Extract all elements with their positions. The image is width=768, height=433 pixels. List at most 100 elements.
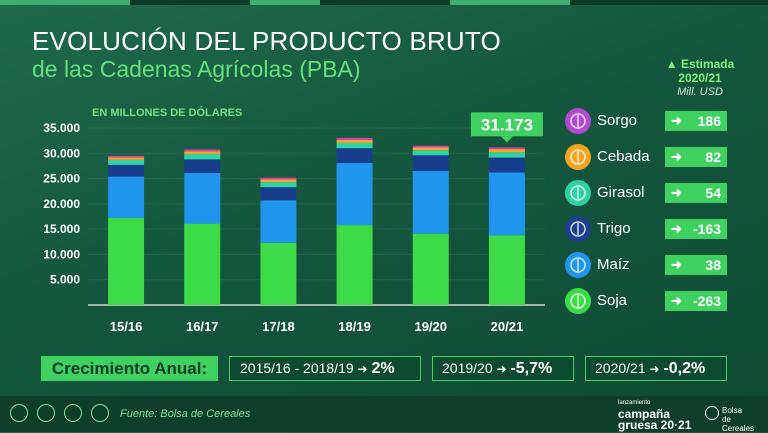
bar-trigo-20-21 (488, 157, 525, 173)
legend-delta: ➜ 82 (665, 147, 727, 167)
legend-delta-value: 82 (705, 149, 721, 165)
trigo-icon (91, 404, 109, 422)
cebada-icon (565, 144, 591, 170)
bar-trigo-17-18 (260, 187, 297, 201)
legend-label: Trigo (597, 220, 631, 237)
bar-cebada-18-19 (336, 139, 373, 143)
bar-girasol-16-17 (184, 154, 221, 160)
bar-cebada-16-17 (184, 151, 221, 155)
total-callout-pointer (500, 136, 513, 143)
y-tick-label: 35.000 (43, 121, 80, 135)
growth-label: Crecimiento Anual: (41, 356, 218, 381)
bar-trigo-18-19 (336, 148, 373, 163)
bar-trigo-16-17 (184, 159, 221, 174)
bar-sorgo-18-19 (336, 137, 373, 140)
bar-maz-15-16 (108, 176, 145, 219)
x-tick-label: 15/16 (110, 319, 143, 334)
bar-trigo-15-16 (108, 164, 145, 177)
bar-cebada-15-16 (108, 157, 145, 160)
bar-soja-15-16 (108, 218, 145, 305)
growth-period-text: 2019/20 (442, 360, 493, 376)
x-tick-label: 17/18 (262, 319, 295, 334)
bar-soja-19-20 (412, 233, 449, 305)
legend-delta-value: 186 (697, 113, 721, 129)
bar-sorgo-17-18 (260, 177, 297, 180)
legend-delta-value: 38 (705, 257, 721, 273)
soja-icon (565, 288, 591, 314)
y-tick-label: 15.000 (43, 222, 80, 236)
bar-soja-16-17 (184, 223, 221, 305)
arrow-right-icon: ➜ (671, 149, 682, 164)
up-arrow-icon: ▲ (665, 57, 678, 71)
legend-label: Sorgo (597, 112, 638, 129)
growth-period-1: 2015/16 - 2018/19 ➜ 2% (229, 356, 421, 381)
bar-soja-20-21 (488, 235, 525, 305)
bar-maz-20-21 (488, 172, 525, 236)
campaign-logo-line1: campaña (618, 407, 671, 421)
maiz-icon (37, 404, 55, 422)
estimate-header: ▲ Estimada 2020/21 Mill. USD (655, 57, 745, 99)
legend-label: Maíz (597, 256, 630, 273)
campaign-logo: lanzamiento campaña gruesa 20·21 (618, 398, 691, 431)
chart-title: EVOLUCIÓN DEL PRODUCTO BRUTO (32, 26, 501, 56)
legend-label: Girasol (597, 184, 645, 201)
soja-icon (10, 404, 28, 422)
total-callout-value: 31.173 (481, 115, 533, 134)
bar-cebada-17-18 (260, 179, 297, 183)
bar-soja-18-19 (336, 225, 373, 305)
bar-sorgo-19-20 (412, 145, 449, 148)
y-tick-label: 20.000 (43, 197, 80, 211)
y-tick-label: 25.000 (43, 172, 80, 186)
bar-maz-19-20 (412, 170, 449, 234)
bar-girasol-19-20 (412, 150, 449, 156)
girasol-icon (565, 180, 591, 206)
growth-period-2: 2019/20 ➜ -5,7% (432, 356, 574, 381)
bar-girasol-15-16 (108, 159, 145, 165)
x-tick-label: 19/20 (414, 319, 447, 334)
y-tick-label: 5.000 (50, 273, 80, 287)
legend-delta-value: -263 (692, 293, 721, 309)
x-tick-label: 20/21 (491, 319, 524, 334)
legend-delta: ➜ -163 (665, 219, 727, 239)
arrow-right-icon: ➜ (671, 293, 682, 308)
legend-label: Soja (597, 292, 628, 309)
girasol-icon (64, 404, 82, 422)
bar-sorgo-20-21 (488, 147, 525, 150)
arrow-right-icon: ➜ (671, 113, 682, 128)
bolsa-logo-line1: Bolsa (722, 406, 743, 415)
arrow-right-icon: ➜ (357, 362, 368, 376)
bar-soja-17-18 (260, 242, 297, 305)
bar-maz-18-19 (336, 162, 373, 226)
growth-value: 2% (371, 360, 395, 377)
top-bar-accent (250, 0, 320, 5)
legend-delta: ➜ 38 (665, 255, 727, 275)
estimate-season: 2020/21 (678, 71, 722, 85)
top-bar-accent (0, 0, 130, 5)
legend-delta-value: 54 (705, 185, 721, 201)
bar-sorgo-15-16 (108, 155, 145, 158)
growth-value: -5,7% (510, 360, 553, 377)
legend-label: Cebada (597, 148, 650, 165)
bar-trigo-19-20 (412, 155, 449, 171)
y-tick-label: 30.000 (43, 146, 80, 160)
x-tick-label: 16/17 (186, 319, 219, 334)
estimate-unit: Mill. USD (677, 86, 723, 98)
source-text: Fuente: Bolsa de Cereales (120, 408, 251, 420)
arrow-right-icon: ➜ (671, 257, 682, 272)
unit-label: EN MILLONES DE DÓLARES (92, 107, 243, 119)
growth-period-text: 2015/16 - 2018/19 (240, 360, 354, 376)
trigo-icon (565, 216, 591, 242)
bar-maz-16-17 (184, 173, 221, 224)
arrow-right-icon: ➜ (496, 362, 507, 376)
bar-maz-17-18 (260, 200, 297, 243)
growth-period-text: 2020/21 (595, 360, 646, 376)
campaign-logo-line2: gruesa 20·21 (618, 418, 692, 432)
estimate-label: Estimada (680, 57, 735, 71)
bar-cebada-20-21 (488, 149, 525, 153)
bar-girasol-18-19 (336, 142, 373, 149)
legend-delta: ➜ 54 (665, 183, 727, 203)
x-tick-label: 18/19 (338, 319, 371, 334)
arrow-right-icon: ➜ (649, 362, 660, 376)
growth-value: -0,2% (663, 360, 706, 377)
footer-bar (0, 396, 768, 432)
